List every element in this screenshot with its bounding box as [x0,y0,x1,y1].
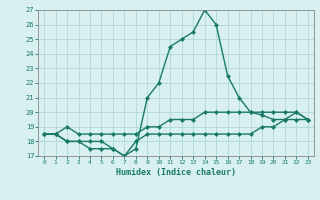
X-axis label: Humidex (Indice chaleur): Humidex (Indice chaleur) [116,168,236,177]
